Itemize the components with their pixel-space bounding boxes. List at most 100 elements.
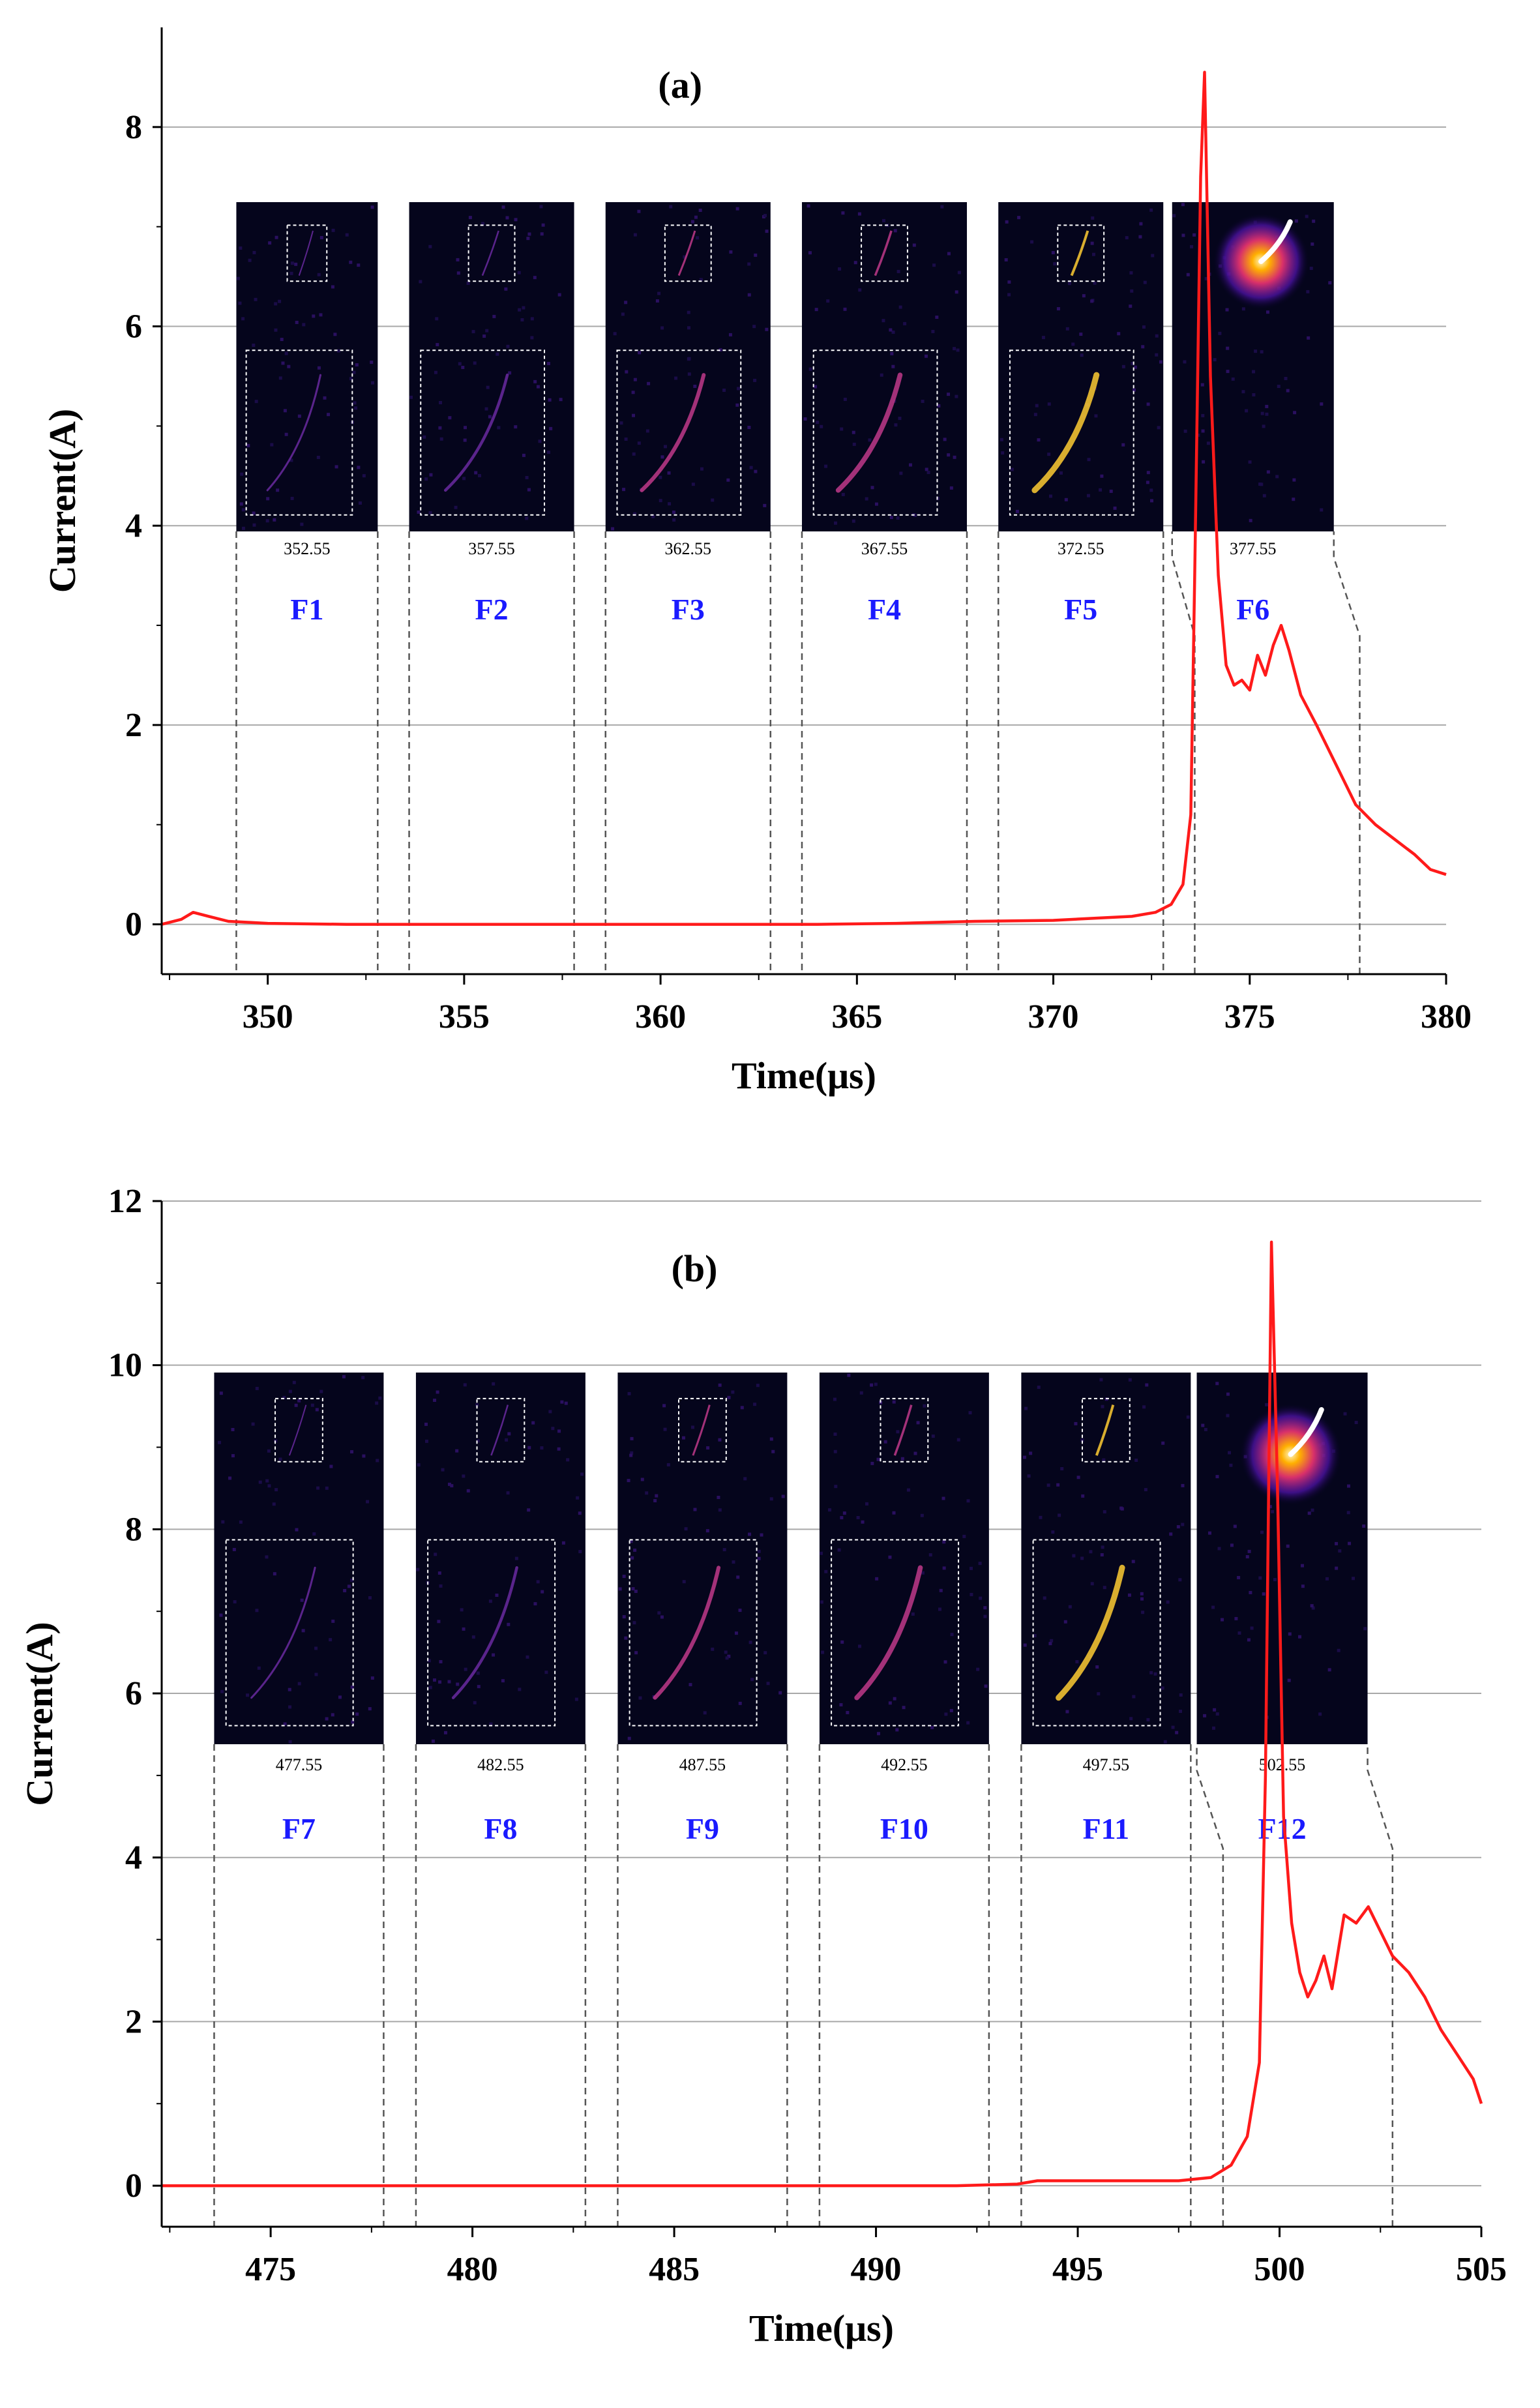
frame-noise-pixel	[489, 1722, 493, 1726]
frame-time-label: 367.55	[861, 539, 908, 558]
frame-noise-pixel	[1051, 251, 1055, 255]
frame-noise-pixel	[1091, 216, 1095, 220]
frame-noise-pixel	[522, 306, 526, 310]
frame-label: F4	[868, 593, 901, 626]
frame-noise-pixel	[1266, 310, 1269, 314]
frame-noise-pixel	[1287, 1678, 1291, 1682]
frame-noise-pixel	[943, 1660, 947, 1664]
roi-box-small	[467, 224, 516, 282]
frame-noise-pixel	[422, 435, 426, 439]
frame-noise-pixel	[1215, 1382, 1219, 1386]
frame-noise-pixel	[1101, 1545, 1104, 1549]
frame-noise-pixel	[1100, 474, 1104, 478]
frame-noise-pixel	[1131, 1560, 1135, 1564]
roi-box-zoom	[616, 349, 742, 516]
frame-noise-pixel	[450, 1484, 454, 1488]
frame-noise-pixel	[1249, 1590, 1252, 1594]
frame-noise-pixel	[378, 1396, 382, 1400]
frame-noise-pixel	[1144, 1488, 1148, 1492]
frame-noise-pixel	[1241, 390, 1245, 394]
frame-noise-pixel	[1037, 438, 1041, 442]
frame-noise-pixel	[892, 1511, 896, 1515]
roi-box-zoom	[1009, 349, 1134, 516]
frame-noise-pixel	[645, 1491, 649, 1495]
frame-time-label: 497.55	[1083, 1755, 1130, 1774]
frame-noise-pixel	[506, 1491, 510, 1495]
frame-noise-pixel	[1169, 1532, 1173, 1536]
roi-box-zoom	[1032, 1539, 1161, 1727]
frame-noise-pixel	[962, 1534, 966, 1538]
frame-noise-pixel	[637, 441, 641, 445]
frame-noise-pixel	[1320, 402, 1324, 406]
frame-noise-pixel	[246, 1693, 250, 1697]
frame-noise-pixel	[925, 468, 928, 471]
frame-noise-pixel	[734, 1631, 738, 1635]
frame-noise-pixel	[1262, 424, 1266, 428]
frame-noise-pixel	[629, 1453, 633, 1457]
frame-image	[1021, 1373, 1191, 1744]
frame-noise-pixel	[371, 381, 375, 385]
frame-noise-pixel	[851, 430, 855, 434]
frame-noise-pixel	[625, 370, 629, 374]
frame-noise-pixel	[1229, 1463, 1233, 1467]
frame-noise-pixel	[754, 469, 758, 473]
frame-noise-pixel	[1192, 233, 1196, 237]
frame-noise-pixel	[640, 1478, 644, 1481]
frame-noise-pixel	[273, 518, 276, 522]
frame-noise-pixel	[317, 366, 321, 370]
frame-noise-pixel	[814, 385, 818, 389]
streamer-trace	[653, 1566, 721, 1700]
frame-noise-pixel	[456, 258, 460, 261]
frame-noise-pixel	[1133, 365, 1137, 369]
frame-noise-pixel	[349, 260, 353, 264]
frame-noise-pixel	[239, 502, 243, 506]
frame-noise-pixel	[1309, 267, 1313, 271]
frame-noise-pixel	[248, 258, 252, 262]
frame-noise-pixel	[1204, 1427, 1207, 1431]
frame-noise-pixel	[439, 1584, 443, 1588]
frame-noise-pixel	[807, 204, 810, 208]
frame-noise-pixel	[1202, 460, 1206, 464]
frame-noise-pixel	[1172, 214, 1176, 218]
frame-noise-pixel	[462, 477, 466, 481]
frame-noise-pixel	[368, 1596, 372, 1599]
roi-box-small	[286, 224, 328, 282]
frame-noise-pixel	[220, 1689, 224, 1693]
frame-noise-pixel	[653, 1499, 657, 1503]
frame-noise-pixel	[1080, 1438, 1084, 1442]
frame-noise-pixel	[266, 497, 270, 501]
frame-noise-pixel	[906, 1488, 910, 1492]
frame-noise-pixel	[1101, 1405, 1104, 1408]
frame-noise-pixel	[1053, 262, 1057, 266]
frame-noise-pixel	[431, 1739, 435, 1743]
frame-noise-pixel	[1347, 1484, 1351, 1488]
frame-noise-pixel	[1134, 1459, 1138, 1463]
frame-noise-pixel	[437, 1571, 441, 1575]
frame-noise-pixel	[475, 1403, 479, 1407]
frame-noise-pixel	[966, 1721, 970, 1725]
frame-noise-pixel	[331, 1713, 334, 1717]
frame-noise-pixel	[970, 1566, 973, 1570]
frame-noise-pixel	[525, 516, 529, 520]
frame-noise-pixel	[517, 271, 521, 275]
frame-noise-pixel	[456, 271, 460, 275]
frame-noise-pixel	[843, 307, 847, 311]
frame-noise-pixel	[1140, 1597, 1144, 1601]
frame-noise-pixel	[478, 473, 482, 477]
frame-noise-pixel	[1023, 1643, 1027, 1647]
frame-noise-pixel	[1080, 353, 1084, 357]
frame-noise-pixel	[659, 499, 662, 503]
frame-noise-pixel	[931, 329, 935, 333]
frame-noise-pixel	[718, 1438, 722, 1442]
frame-noise-pixel	[1093, 281, 1097, 285]
frame-time-label: 482.55	[477, 1755, 524, 1774]
frame-noise-pixel	[947, 453, 951, 457]
frame-noise-pixel	[435, 317, 439, 321]
frame-noise-pixel	[920, 1513, 924, 1517]
frame-noise-pixel	[1109, 489, 1113, 493]
frame-noise-pixel	[1211, 1605, 1215, 1609]
frame-noise-pixel	[803, 417, 807, 421]
frame-noise-pixel	[540, 232, 544, 236]
frame-noise-pixel	[729, 250, 733, 254]
